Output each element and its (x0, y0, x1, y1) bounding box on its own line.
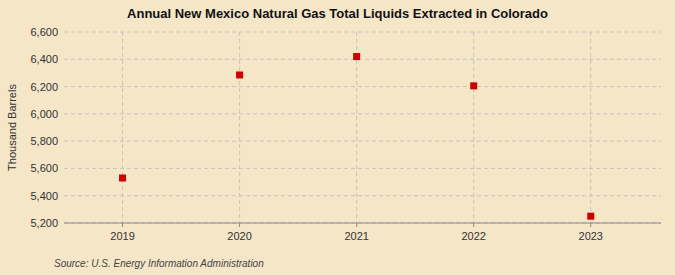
x-tick-mark (122, 223, 123, 227)
x-axis-line (64, 223, 661, 224)
x-tick-mark (473, 223, 474, 227)
y-grid-line (64, 113, 661, 114)
x-grid-line (473, 32, 474, 223)
y-tick-label: 5,600 (30, 162, 58, 174)
y-tick-label: 6,200 (30, 81, 58, 93)
y-tick-label: 6,600 (30, 26, 58, 38)
x-tick-label: 2021 (344, 230, 368, 242)
grid (64, 32, 661, 223)
x-grid-line (239, 32, 240, 223)
points (119, 53, 594, 220)
x-tick-label: 2019 (110, 230, 134, 242)
x-tick-label: 2023 (579, 230, 603, 242)
x-tick-mark (239, 223, 240, 227)
point (470, 82, 477, 89)
y-grid-line (64, 86, 661, 87)
axes: 5,200 5,400 5,600 5,800 6,000 6,200 6,400 6,600… (30, 26, 661, 242)
point (236, 71, 243, 78)
x-grid-line (122, 32, 123, 223)
x-tick-label: 2020 (227, 230, 251, 242)
y-tick-label: 6,000 (30, 108, 58, 120)
source-note: Source: U.S. Energy Information Administ… (54, 258, 264, 269)
y-tick-label: 5,200 (30, 217, 58, 229)
x-tick-label: 2022 (461, 230, 485, 242)
y-grid-line (64, 32, 661, 33)
y-grid-line (64, 141, 661, 142)
y-tick-label: 6,400 (30, 53, 58, 65)
x-tick-mark (590, 223, 591, 227)
y-grid-line (64, 223, 661, 224)
chart-svg: Annual New Mexico Natural Gas Total Liqu… (0, 0, 675, 275)
point (353, 53, 360, 60)
x-grid-line (356, 32, 357, 223)
y-axis-label: Thousand Barrels (6, 84, 18, 171)
y-grid-line (64, 168, 661, 169)
y-grid-line (64, 195, 661, 196)
point (587, 213, 594, 220)
y-grid-line (64, 59, 661, 60)
y-tick-label: 5,400 (30, 190, 58, 202)
title: Annual New Mexico Natural Gas Total Liqu… (127, 6, 548, 21)
chart-container: Annual New Mexico Natural Gas Total Liqu… (0, 0, 675, 275)
y-tick-label: 5,800 (30, 135, 58, 147)
x-tick-mark (356, 223, 357, 227)
point (119, 174, 126, 181)
background (0, 0, 675, 275)
x-grid-line (590, 32, 591, 223)
